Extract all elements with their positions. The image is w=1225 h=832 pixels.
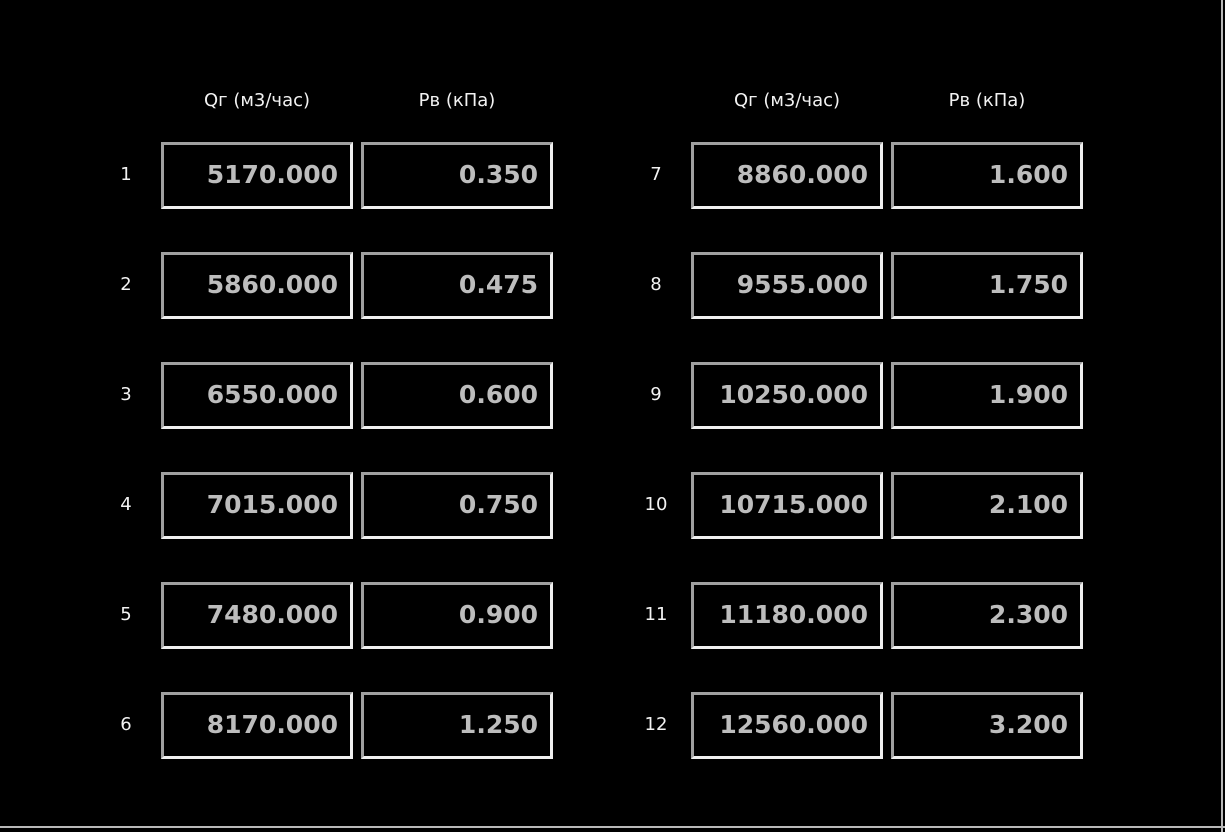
flow-field[interactable]: 7480.000 xyxy=(161,582,353,649)
flow-field[interactable]: 11180.000 xyxy=(691,582,883,649)
row-number: 8 xyxy=(650,274,662,295)
table-left: Qг (м3/час) Рв (кПа) 1 5170.000 0.350 2 … xyxy=(110,0,580,800)
table-row: 5 7480.000 0.900 xyxy=(110,582,580,650)
flow-field[interactable]: 8170.000 xyxy=(161,692,353,759)
pressure-field[interactable]: 0.350 xyxy=(361,142,553,209)
row-number: 12 xyxy=(644,714,668,735)
pressure-field[interactable]: 1.750 xyxy=(891,252,1083,319)
pressure-field[interactable]: 0.600 xyxy=(361,362,553,429)
column-header-flow: Qг (м3/час) xyxy=(733,90,841,111)
row-number: 6 xyxy=(120,714,132,735)
column-header-pressure: Рв (кПа) xyxy=(418,90,496,111)
row-number: 1 xyxy=(120,164,132,185)
pressure-field[interactable]: 2.300 xyxy=(891,582,1083,649)
table-row: 4 7015.000 0.750 xyxy=(110,472,580,540)
flow-field[interactable]: 12560.000 xyxy=(691,692,883,759)
flow-field[interactable]: 9555.000 xyxy=(691,252,883,319)
row-number: 11 xyxy=(644,604,668,625)
table-row: 3 6550.000 0.600 xyxy=(110,362,580,430)
table-row: 6 8170.000 1.250 xyxy=(110,692,580,760)
row-number: 3 xyxy=(120,384,132,405)
flow-field[interactable]: 5170.000 xyxy=(161,142,353,209)
column-header-flow: Qг (м3/час) xyxy=(203,90,311,111)
row-number: 10 xyxy=(644,494,668,515)
window-border-right xyxy=(1221,0,1223,832)
flow-field[interactable]: 5860.000 xyxy=(161,252,353,319)
flow-field[interactable]: 8860.000 xyxy=(691,142,883,209)
table-row: 10 10715.000 2.100 xyxy=(640,472,1110,540)
table-row: 2 5860.000 0.475 xyxy=(110,252,580,320)
flow-field[interactable]: 6550.000 xyxy=(161,362,353,429)
flow-field[interactable]: 10715.000 xyxy=(691,472,883,539)
row-number: 4 xyxy=(120,494,132,515)
table-row: 9 10250.000 1.900 xyxy=(640,362,1110,430)
table-right: Qг (м3/час) Рв (кПа) 7 8860.000 1.600 8 … xyxy=(640,0,1110,800)
row-number: 2 xyxy=(120,274,132,295)
row-number: 5 xyxy=(120,604,132,625)
table-row: 8 9555.000 1.750 xyxy=(640,252,1110,320)
flow-field[interactable]: 7015.000 xyxy=(161,472,353,539)
table-row: 11 11180.000 2.300 xyxy=(640,582,1110,650)
pressure-field[interactable]: 0.475 xyxy=(361,252,553,319)
pressure-field[interactable]: 2.100 xyxy=(891,472,1083,539)
row-number: 7 xyxy=(650,164,662,185)
pressure-field[interactable]: 1.600 xyxy=(891,142,1083,209)
window-border-bottom xyxy=(0,826,1225,828)
pressure-field[interactable]: 0.900 xyxy=(361,582,553,649)
pressure-field[interactable]: 1.250 xyxy=(361,692,553,759)
column-header-pressure: Рв (кПа) xyxy=(948,90,1026,111)
table-row: 1 5170.000 0.350 xyxy=(110,142,580,210)
row-number: 9 xyxy=(650,384,662,405)
pressure-field[interactable]: 0.750 xyxy=(361,472,553,539)
table-row: 12 12560.000 3.200 xyxy=(640,692,1110,760)
pressure-field[interactable]: 3.200 xyxy=(891,692,1083,759)
pressure-field[interactable]: 1.900 xyxy=(891,362,1083,429)
flow-field[interactable]: 10250.000 xyxy=(691,362,883,429)
table-row: 7 8860.000 1.600 xyxy=(640,142,1110,210)
